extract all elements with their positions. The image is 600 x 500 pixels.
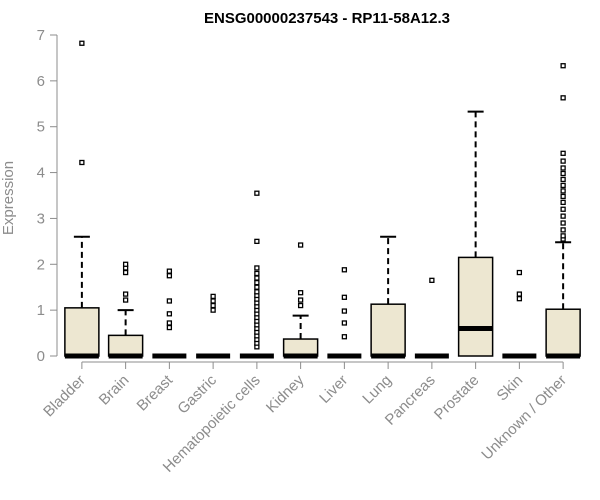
outlier-point: [560, 188, 566, 194]
outlier-point: [297, 242, 304, 248]
outlier-point: [254, 275, 260, 281]
outlier-point: [166, 298, 173, 304]
outlier-point: [254, 270, 260, 277]
outlier-point: [210, 298, 216, 304]
outlier-point: [297, 290, 304, 296]
box-iqr: [64, 307, 100, 357]
y-tick-label: 6: [37, 73, 45, 90]
outlier-point: [560, 63, 566, 69]
x-category-label: Liver: [316, 372, 351, 407]
box-iqr: [457, 256, 494, 357]
box-group: [239, 190, 274, 359]
box-iqr: [282, 338, 319, 357]
box-group: [545, 63, 581, 359]
outlier-point: [254, 279, 260, 286]
outlier-point: [254, 238, 260, 245]
outlier-point: [560, 213, 566, 219]
y-tick-label: 7: [37, 27, 45, 44]
outlier-point: [254, 289, 260, 295]
outlier-point: [560, 206, 566, 212]
outlier-point: [341, 267, 348, 273]
x-category-label: Lung: [359, 372, 395, 408]
x-category-label: Breast: [134, 371, 177, 414]
outlier-point: [560, 150, 566, 156]
x-category-label: Skin: [494, 372, 527, 405]
x-category-label: Prostate: [431, 372, 483, 424]
box-group: [152, 268, 187, 359]
outlier-point: [516, 291, 523, 297]
outlier-point: [254, 284, 260, 290]
box-iqr: [545, 308, 581, 357]
box-group: [327, 267, 362, 359]
outlier-point: [560, 158, 566, 164]
box-group: [196, 293, 231, 359]
outlier-point: [560, 165, 566, 171]
outlier-point: [254, 265, 260, 271]
outlier-point: [560, 193, 566, 200]
outlier-point: [297, 297, 304, 303]
outlier-point: [560, 182, 566, 189]
x-category-label: Bladder: [40, 372, 89, 421]
box-iqr: [107, 334, 144, 357]
outlier-point: [79, 40, 85, 46]
y-tick-label: 4: [37, 165, 45, 182]
outlier-point: [560, 95, 566, 101]
y-tick-label: 5: [37, 119, 45, 136]
box-series: [64, 40, 581, 359]
outlier-point: [516, 269, 523, 276]
outlier-point: [341, 320, 348, 326]
outlier-point: [429, 277, 435, 283]
box-iqr: [370, 303, 406, 357]
outlier-point: [210, 307, 216, 313]
box-group: [457, 110, 494, 357]
outlier-point: [210, 293, 216, 300]
y-tick-label: 3: [37, 210, 45, 227]
y-tick-label: 0: [37, 348, 45, 365]
y-tick-label: 1: [37, 302, 45, 319]
box-group: [370, 235, 406, 359]
outlier-point: [166, 311, 173, 317]
y-axis-label: Expression: [0, 161, 17, 235]
outlier-point: [166, 324, 173, 331]
outlier-point: [297, 302, 304, 309]
outlier-point: [516, 296, 523, 302]
box-group: [64, 40, 100, 359]
x-category-label: Kidney: [263, 371, 308, 416]
outlier-point: [341, 308, 348, 314]
outlier-point: [341, 334, 348, 340]
outlier-point: [79, 159, 85, 166]
x-category-label: Brain: [96, 372, 133, 409]
outlier-point: [560, 227, 566, 233]
outlier-point: [122, 261, 129, 267]
outlier-point: [341, 294, 348, 300]
outlier-point: [210, 302, 216, 309]
outlier-point: [254, 190, 260, 196]
outlier-point: [122, 291, 129, 297]
outlier-point: [166, 320, 173, 326]
outlier-point: [560, 176, 566, 183]
outlier-point: [560, 233, 566, 239]
outlier-point: [560, 199, 566, 206]
outlier-point: [122, 297, 129, 303]
box-group: [502, 269, 537, 359]
outlier-point: [166, 268, 173, 274]
box-group: [282, 242, 319, 359]
outlier-point: [560, 170, 566, 177]
y-tick-label: 2: [37, 256, 45, 273]
y-axis: 0 1 2 3 4 5 6 7: [37, 27, 58, 365]
outlier-point: [166, 273, 173, 279]
outlier-point: [122, 269, 129, 276]
box-group: [107, 261, 144, 359]
box-group: [414, 277, 449, 359]
outlier-point: [560, 220, 566, 226]
chart-title: ENSG00000237543 - RP11-58A12.3: [204, 10, 450, 27]
